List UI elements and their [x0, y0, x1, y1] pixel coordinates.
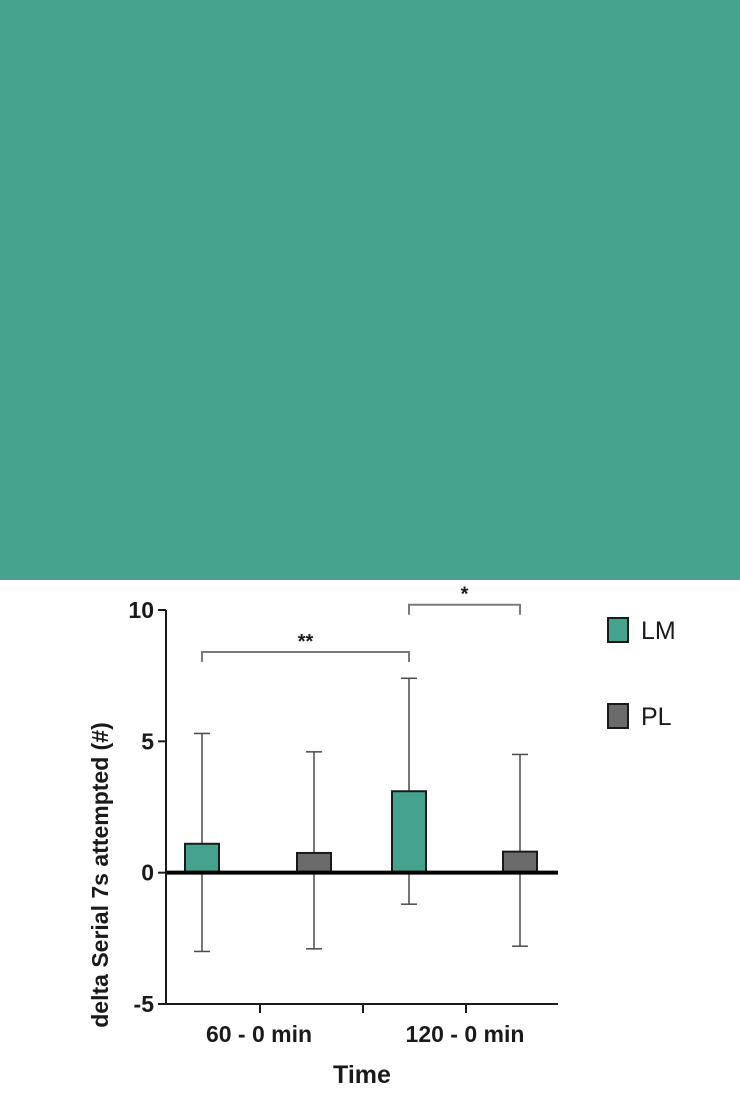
significance-label: * [461, 584, 469, 606]
y-tick-label: -5 [134, 991, 155, 1017]
x-tick-label: 60 - 0 min [206, 1021, 312, 1047]
y-tick-label: 10 [128, 597, 154, 623]
y-axis: -5 0 5 10 [128, 597, 167, 1017]
legend-swatch-lm [607, 617, 629, 643]
x-tick-label: 120 - 0 min [406, 1021, 525, 1047]
y-tick-label: 0 [141, 860, 154, 886]
x-axis-label: Time [333, 1061, 391, 1089]
legend-label-lm: LM [641, 617, 676, 645]
error-bars [194, 677, 528, 953]
bar-lm-0 [184, 842, 220, 874]
significance-bracket [408, 603, 521, 615]
x-axis: 60 - 0 min 120 - 0 min [166, 1003, 558, 1047]
significance-brackets: *** [201, 584, 521, 663]
bar-pl-0 [296, 851, 332, 874]
bar-pl-1 [502, 850, 538, 874]
y-tick-label: 5 [141, 728, 154, 754]
chart-container: -5 0 5 10 60 - 0 min 120 - 0 min ** * LM PL de… [0, 580, 740, 1100]
bar-lm-1 [391, 790, 427, 874]
significance-label: ** [298, 631, 314, 653]
legend-label-pl: PL [641, 703, 672, 731]
significance-bracket [201, 651, 410, 663]
y-axis-label: delta Serial 7s attempted (#) [87, 722, 113, 1028]
legend: LM PL [607, 617, 676, 731]
teal-banner [0, 0, 740, 580]
bars [184, 790, 538, 874]
legend-swatch-pl [607, 703, 629, 729]
